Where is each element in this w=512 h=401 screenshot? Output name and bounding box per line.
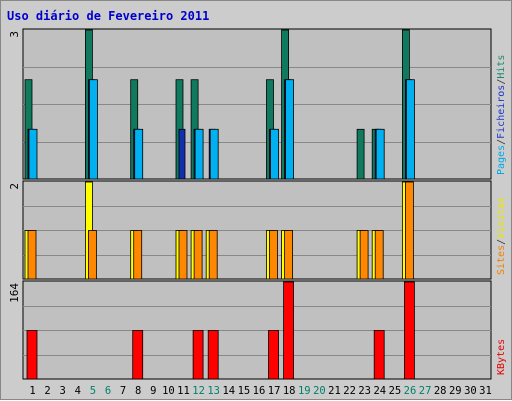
- x-tick-label: 25: [389, 385, 402, 397]
- x-tick-label: 23: [358, 385, 371, 397]
- bar-pages-day-5: [89, 79, 98, 180]
- bar-hits-day-23: [356, 128, 365, 180]
- x-tick-label: 26: [404, 385, 417, 397]
- bar-pages-day-8: [134, 128, 144, 180]
- bar-pages-day-26: [405, 79, 415, 180]
- legend-entry: Visitas: [496, 197, 507, 239]
- x-tick-label: 4: [75, 385, 81, 397]
- x-tick-label: 30: [464, 385, 477, 397]
- max-value-label-kbytes: 164: [8, 283, 21, 303]
- legend-entry: /: [496, 239, 507, 245]
- legend-entry: Pages: [496, 145, 507, 175]
- bar-pages-day-13: [209, 128, 219, 180]
- chart-title: Uso diário de Fevereiro 2011: [7, 9, 209, 23]
- x-tick-label: 29: [449, 385, 462, 397]
- x-tick-label: 17: [268, 385, 281, 397]
- bar-sites-day-11: [178, 230, 188, 280]
- bar-sites-day-23: [359, 230, 369, 280]
- bar-kbytes-day-13: [207, 330, 219, 380]
- bar-sites-day-12: [193, 230, 203, 280]
- legend-entry: Hits: [496, 55, 507, 79]
- bar-pages-day-12: [194, 128, 204, 180]
- x-tick-label: 9: [150, 385, 156, 397]
- x-tick-label: 1: [29, 385, 35, 397]
- bar-kbytes-day-12: [192, 330, 204, 380]
- x-tick-label: 3: [60, 385, 66, 397]
- x-tick-label: 21: [328, 385, 341, 397]
- x-tick-label: 5: [90, 385, 96, 397]
- x-tick-label: 27: [419, 385, 432, 397]
- bar-ficheiros-day-11: [178, 128, 186, 180]
- bar-pages-day-24: [375, 128, 385, 180]
- x-tick-label: 15: [238, 385, 251, 397]
- x-tick-label: 2: [44, 385, 50, 397]
- bar-sites-day-13: [208, 230, 218, 280]
- bar-kbytes-day-8: [132, 330, 144, 380]
- x-tick-label: 22: [343, 385, 356, 397]
- bar-kbytes-day-24: [373, 330, 385, 380]
- legend-hits: Pages/Ficheiros/Hits: [496, 55, 507, 175]
- legend-entry: /: [496, 79, 507, 85]
- legend-kbytes: KBytes: [496, 339, 507, 375]
- x-tick-label: 14: [222, 385, 235, 397]
- bar-sites-day-8: [133, 230, 143, 280]
- x-tick-label: 20: [313, 385, 326, 397]
- legend-entry: /: [496, 139, 507, 145]
- bar-sites-day-26: [404, 181, 414, 280]
- bar-sites-day-18: [284, 230, 294, 280]
- max-value-label-visits: 2: [8, 183, 21, 190]
- x-tick-label: 31: [479, 385, 492, 397]
- x-tick-label: 18: [283, 385, 296, 397]
- legend-entry: Ficheiros: [496, 85, 507, 139]
- x-tick-label: 10: [162, 385, 175, 397]
- x-tick-label: 16: [253, 385, 266, 397]
- bar-sites-day-24: [374, 230, 384, 280]
- bar-kbytes-day-1: [26, 330, 38, 380]
- bar-pages-day-1: [28, 128, 38, 180]
- bar-sites-day-5: [88, 230, 97, 280]
- bar-sites-day-17: [269, 230, 278, 280]
- legend-visits: Sites/Visitas: [496, 197, 507, 275]
- x-tick-label: 6: [105, 385, 111, 397]
- x-tick-label: 11: [177, 385, 190, 397]
- max-value-label-hits: 3: [8, 31, 21, 38]
- x-tick-label: 28: [434, 385, 447, 397]
- bar-kbytes-day-18: [283, 281, 295, 380]
- bar-sites-day-1: [27, 230, 37, 280]
- x-tick-label: 24: [373, 385, 386, 397]
- legend-entry: KBytes: [496, 339, 507, 375]
- bar-pages-day-18: [285, 79, 295, 180]
- x-tick-label: 7: [120, 385, 126, 397]
- x-tick-label: 13: [207, 385, 220, 397]
- bar-kbytes-day-17: [268, 330, 279, 380]
- legend-entry: Sites: [496, 245, 507, 275]
- x-tick-label: 8: [135, 385, 141, 397]
- x-tick-label: 12: [192, 385, 205, 397]
- x-tick-label: 19: [298, 385, 311, 397]
- bar-pages-day-17: [270, 128, 279, 180]
- bar-kbytes-day-26: [403, 281, 415, 380]
